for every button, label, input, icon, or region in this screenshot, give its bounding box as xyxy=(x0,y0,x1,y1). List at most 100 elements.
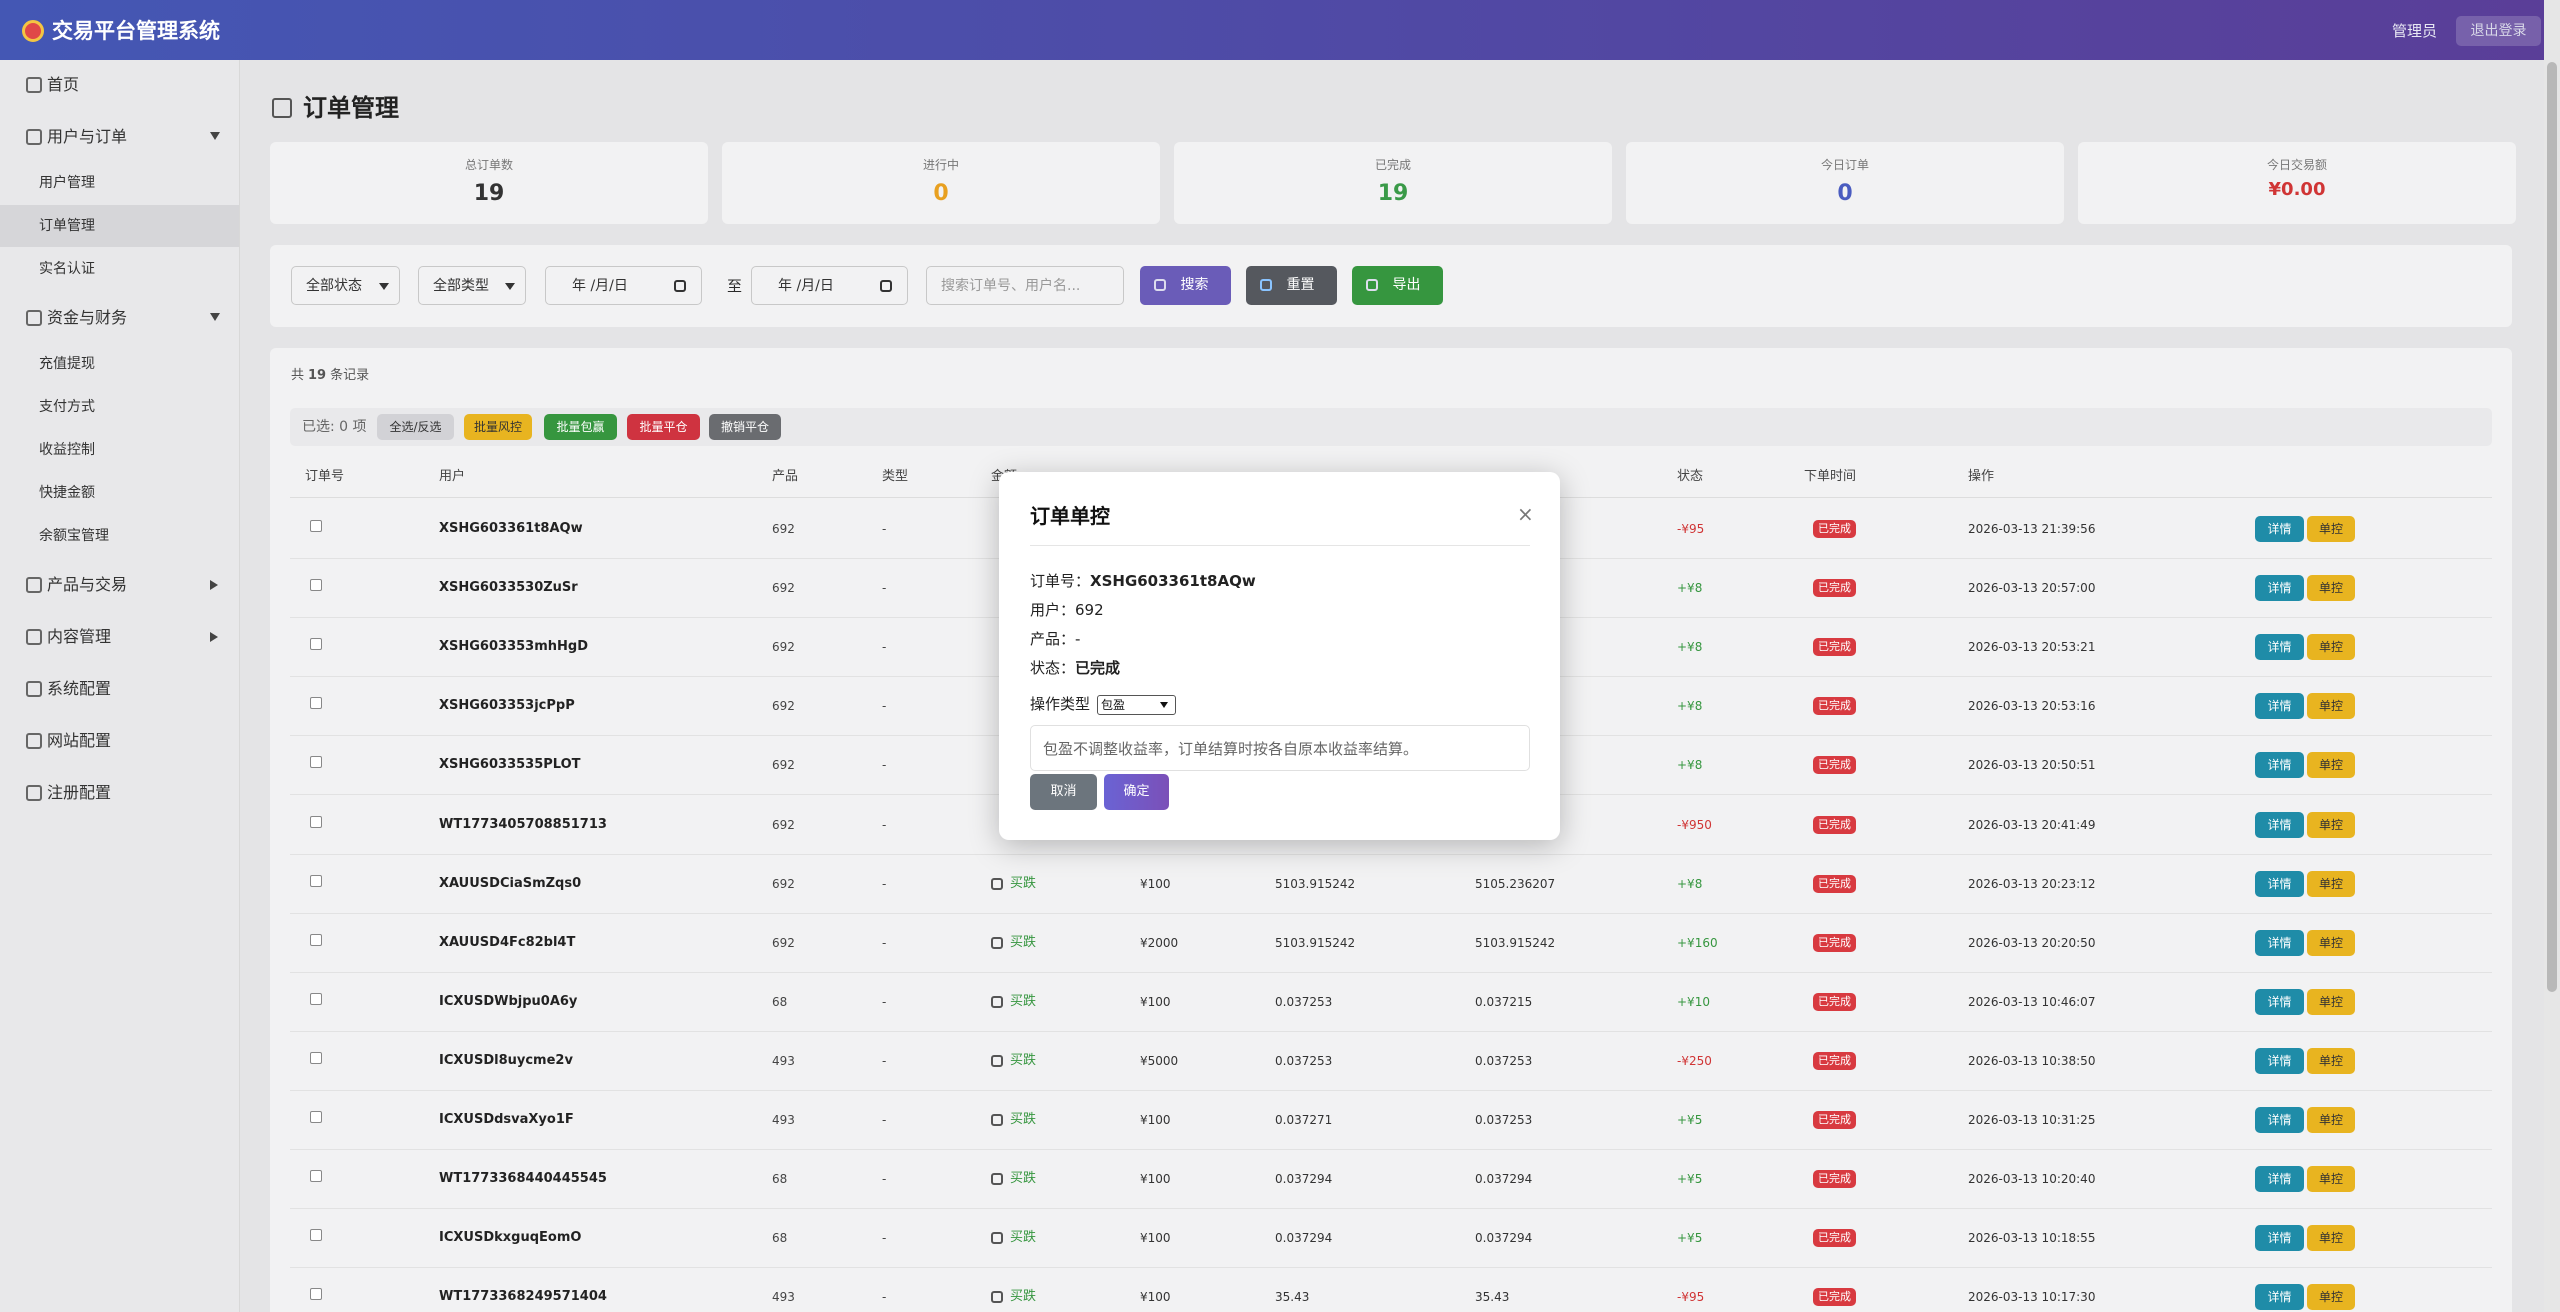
batch-button[interactable]: 批量平仓 xyxy=(627,414,700,440)
date-input[interactable]: 年 /月/日 xyxy=(751,266,908,305)
expand-arrow xyxy=(210,132,220,140)
filter-button[interactable]: 搜索 xyxy=(1140,266,1231,305)
checkbox[interactable] xyxy=(310,992,322,1005)
sidebar-item[interactable]: 系统配置 xyxy=(47,679,112,698)
status-badge: 已完成 xyxy=(1813,520,1856,538)
sidebar-item[interactable]: 内容管理 xyxy=(47,627,112,646)
control-button[interactable]: 单控 xyxy=(2307,634,2355,661)
stat-card: 今日交易额 ¥0.00 xyxy=(2078,142,2516,224)
icon xyxy=(1154,279,1166,291)
button-label: 单控 xyxy=(2318,994,2343,1009)
table-header: 产品 xyxy=(772,469,799,484)
filter-button[interactable]: 导出 xyxy=(1352,266,1443,305)
detail-button[interactable]: 详情 xyxy=(2255,1284,2304,1311)
checkbox[interactable] xyxy=(310,520,322,532)
search-input[interactable]: 搜索订单号、用户名... xyxy=(926,266,1124,305)
cancel-button[interactable]: 取消 xyxy=(1030,774,1097,810)
sidebar-subitem[interactable]: 快捷金额 xyxy=(39,485,95,501)
detail-button[interactable]: 详情 xyxy=(2255,575,2304,602)
control-button[interactable]: 单控 xyxy=(2307,1166,2355,1193)
sidebar-subitem[interactable]: 实名认证 xyxy=(39,261,95,277)
op-select[interactable]: 包盈 xyxy=(1097,695,1176,715)
stat-value: 19 xyxy=(1377,181,1409,206)
control-button[interactable]: 单控 xyxy=(2307,1047,2355,1074)
sidebar-subitem[interactable]: 收益控制 xyxy=(39,442,95,458)
detail-button[interactable]: 详情 xyxy=(2255,693,2304,720)
control-button[interactable]: 单控 xyxy=(2307,811,2355,838)
sidebar-subitem[interactable]: 用户管理 xyxy=(39,175,95,191)
control-button[interactable]: 单控 xyxy=(2307,988,2355,1015)
modal-close[interactable]: × xyxy=(1517,502,1534,526)
detail-button[interactable]: 详情 xyxy=(2255,516,2304,542)
checkbox[interactable] xyxy=(310,697,322,710)
control-button[interactable]: 单控 xyxy=(2307,1284,2355,1311)
icon xyxy=(26,681,42,697)
logout-button[interactable]: 退出登录 xyxy=(2456,16,2541,46)
sidebar-item[interactable]: 注册配置 xyxy=(47,783,112,802)
control-button[interactable]: 单控 xyxy=(2307,575,2355,602)
sidebar-subitem[interactable]: 支付方式 xyxy=(39,399,95,415)
icon xyxy=(26,577,42,593)
order-no: XSHG6033535PLOT xyxy=(439,757,581,773)
stat-label: 总订单数 xyxy=(464,158,513,172)
confirm-button[interactable]: 确定 xyxy=(1104,774,1169,810)
logo xyxy=(22,20,44,42)
checkbox[interactable] xyxy=(310,874,322,887)
sidebar-subitem[interactable]: 订单管理 xyxy=(39,218,95,234)
order-no: WT1773368249571404 xyxy=(439,1289,607,1305)
icon xyxy=(26,629,42,645)
sidebar-item[interactable]: 用户与订单 xyxy=(47,127,128,146)
detail-button[interactable]: 详情 xyxy=(2255,811,2304,838)
control-button[interactable]: 单控 xyxy=(2307,693,2355,720)
detail-button[interactable]: 详情 xyxy=(2255,1047,2304,1074)
checkbox[interactable] xyxy=(310,933,322,946)
detail-button[interactable]: 详情 xyxy=(2255,752,2304,779)
sidebar-subitem[interactable]: 余额宝管理 xyxy=(39,528,109,544)
open-price: 5103.915242 xyxy=(1275,935,1356,950)
checkbox[interactable] xyxy=(310,756,322,769)
control-button[interactable]: 单控 xyxy=(2307,870,2355,897)
control-button[interactable]: 单控 xyxy=(2307,1107,2355,1133)
control-button[interactable]: 单控 xyxy=(2307,752,2355,779)
field-label: 产品： xyxy=(1030,630,1076,648)
row-divider xyxy=(290,1149,2492,1150)
stat-value: ¥0.00 xyxy=(2268,179,2326,200)
control-button[interactable]: 单控 xyxy=(2307,516,2355,542)
detail-button[interactable]: 详情 xyxy=(2255,634,2304,661)
icon xyxy=(991,877,1003,890)
select-arrow xyxy=(379,283,389,290)
sidebar-item[interactable]: 网站配置 xyxy=(47,731,112,750)
batch-button[interactable]: 批量风控 xyxy=(464,414,532,440)
checkbox[interactable] xyxy=(310,1229,322,1242)
sidebar-item[interactable]: 资金与财务 xyxy=(47,308,128,327)
batch-button[interactable]: 全选/反选 xyxy=(377,414,454,440)
sidebar-item[interactable]: 首页 xyxy=(47,75,80,94)
close-price: 0.037215 xyxy=(1475,994,1533,1009)
detail-button[interactable]: 详情 xyxy=(2255,929,2304,956)
detail-button[interactable]: 详情 xyxy=(2255,1166,2304,1193)
checkbox[interactable] xyxy=(310,815,322,828)
control-button[interactable]: 单控 xyxy=(2307,1225,2355,1252)
batch-button[interactable]: 撤销平仓 xyxy=(709,414,781,440)
control-button[interactable]: 单控 xyxy=(2307,929,2355,956)
checkbox[interactable] xyxy=(310,1288,322,1301)
batch-button[interactable]: 批量包赢 xyxy=(544,414,617,440)
button-label: 单控 xyxy=(2318,817,2343,832)
detail-button[interactable]: 详情 xyxy=(2255,1225,2304,1252)
checkbox[interactable] xyxy=(310,1111,322,1123)
icon xyxy=(991,1173,1003,1186)
detail-button[interactable]: 详情 xyxy=(2255,870,2304,897)
select[interactable]: 全部类型 xyxy=(418,266,526,305)
date-input[interactable]: 年 /月/日 xyxy=(545,266,702,305)
checkbox[interactable] xyxy=(310,579,322,592)
sidebar-subitem[interactable]: 充值提现 xyxy=(39,356,95,372)
sidebar-item[interactable]: 产品与交易 xyxy=(47,575,128,594)
filter-button[interactable]: 重置 xyxy=(1246,266,1337,305)
detail-button[interactable]: 详情 xyxy=(2255,1107,2304,1133)
button-label: 搜索 xyxy=(1180,277,1209,293)
detail-button[interactable]: 详情 xyxy=(2255,988,2304,1015)
checkbox[interactable] xyxy=(310,638,322,651)
checkbox[interactable] xyxy=(310,1170,322,1183)
checkbox[interactable] xyxy=(310,1051,322,1064)
select[interactable]: 全部状态 xyxy=(291,266,400,305)
